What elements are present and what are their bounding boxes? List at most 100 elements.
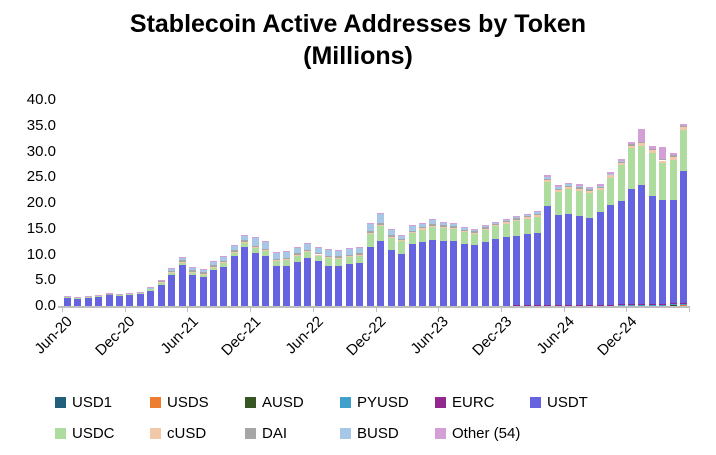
bar-segment-dai (628, 144, 636, 146)
bar-segment-usdt (596, 211, 604, 305)
bar-segment-busd (429, 220, 437, 225)
bar-segment-usdt (272, 266, 280, 306)
bar-segment-usdt (168, 275, 176, 306)
bar-segment-cusd (659, 160, 667, 164)
bar-segment-other54 (241, 234, 249, 236)
legend-item-dai: DAI (245, 425, 340, 442)
bar-segment-pyusd (628, 305, 636, 306)
bar-segment-busd (502, 219, 510, 221)
bar-segment-busd (387, 230, 395, 236)
chart-title-line2: (Millions) (303, 42, 413, 70)
bar-segment-cusd (502, 222, 510, 224)
bar-segment-busd (398, 235, 406, 239)
bar-segment-usdc (398, 241, 406, 255)
bar-segment-usdc (220, 262, 228, 267)
legend-item-usd1: USD1 (55, 394, 150, 411)
bar-segment-pyusd (659, 304, 667, 306)
legend-swatch-icon (150, 428, 161, 439)
bar-segment-usdc (74, 297, 82, 299)
bar-segment-other54 (628, 141, 636, 145)
bar-segment-other54 (596, 184, 604, 186)
x-axis-label: Jun-22 (282, 313, 327, 358)
bar-segment-cusd (335, 257, 343, 259)
bar-segment-usdt (189, 274, 197, 306)
bar-segment-busd (199, 269, 207, 273)
bar-segment-busd (523, 214, 531, 217)
bar-segment-usdt (533, 233, 541, 306)
bar-segment-busd (262, 241, 270, 249)
y-axis-label: 10.0 (26, 245, 56, 263)
bar-segment-eurc (617, 304, 625, 306)
legend-item-eurc: EURC (435, 394, 530, 411)
bar-segment-usdt (439, 240, 447, 306)
bar-segment-usdt (115, 295, 123, 306)
bar-segment-usdc (324, 258, 332, 266)
bar-segment-usdt (105, 295, 113, 306)
bar-segment-usdt (251, 252, 259, 306)
bar-segment-dai (659, 158, 667, 161)
bar-segment-usdt (648, 196, 656, 304)
bar-segment-usdc (314, 255, 322, 262)
bar-segment-cusd (460, 231, 468, 233)
bar-segment-other54 (492, 222, 500, 223)
bar-segment-dai (366, 231, 374, 233)
bar-segment-usdc (492, 226, 500, 240)
legend-swatch-icon (245, 428, 256, 439)
bar-segment-usdc (387, 237, 395, 251)
bar-segment-usdc (105, 294, 113, 296)
bar-segment-usdt (502, 236, 510, 306)
bar-segment-eurc (596, 304, 604, 306)
bar-segment-other54 (575, 184, 583, 186)
bar-segment-usdc (84, 296, 92, 298)
x-axis-tick (250, 308, 252, 312)
bar-segment-other54 (262, 240, 270, 242)
x-axis-tick (124, 308, 126, 312)
bar-segment-cusd (586, 190, 594, 193)
bar-segment-cusd (262, 250, 270, 251)
bar-segment-usdc (115, 294, 123, 296)
bar-segment-cusd (439, 226, 447, 228)
legend-swatch-icon (435, 428, 446, 439)
bar-segment-busd (408, 225, 416, 231)
bar-segment-usdt (230, 256, 238, 306)
bar-segment-other54 (314, 246, 322, 248)
bar-segment-usdc (178, 262, 186, 266)
bar-segment-usdt (617, 201, 625, 305)
x-axis-tick (187, 308, 189, 312)
legend-swatch-icon (530, 397, 541, 408)
bar-segment-dai (471, 231, 479, 233)
bar-segment-usdc (680, 129, 688, 171)
bar-segment-usdt (377, 241, 385, 306)
bar-segment-eurc (648, 303, 656, 305)
bar-segment-cusd (523, 217, 531, 219)
bar-segment-cusd (607, 175, 615, 178)
bar-segment-eurc (575, 304, 583, 306)
bar-segment-busd (554, 186, 562, 189)
bar-segment-other54 (335, 249, 343, 251)
bar-segment-usdt (586, 218, 594, 305)
y-axis-label: 15.0 (26, 219, 56, 237)
bar-segment-other54 (366, 223, 374, 225)
bar-segment-other54 (565, 182, 573, 185)
bar-segment-usdt (324, 265, 332, 306)
bar-segment-usdc (63, 296, 71, 298)
y-axis-label: 30.0 (26, 142, 56, 160)
bar-segment-cusd (617, 162, 625, 166)
bar-segment-dai (356, 253, 364, 255)
bar-segment-other54 (481, 225, 489, 226)
bar-segment-usdc (554, 191, 562, 216)
bar-segment-other54 (450, 223, 458, 224)
bar-segment-busd (293, 247, 301, 254)
bar-segment-cusd (398, 240, 406, 242)
bar-segment-pyusd (596, 305, 604, 306)
bar-segment-dai (429, 224, 437, 226)
bar-segment-usdt (680, 170, 688, 304)
bar-segment-cusd (513, 219, 521, 222)
bar-segment-busd (565, 184, 573, 186)
bar-segment-dai (84, 295, 92, 297)
bar-segment-usds (669, 304, 677, 306)
x-axis-tick (62, 308, 63, 312)
bar-segment-dai (586, 189, 594, 191)
bar-segment-other54 (210, 261, 218, 262)
legend-label: DAI (262, 425, 288, 442)
